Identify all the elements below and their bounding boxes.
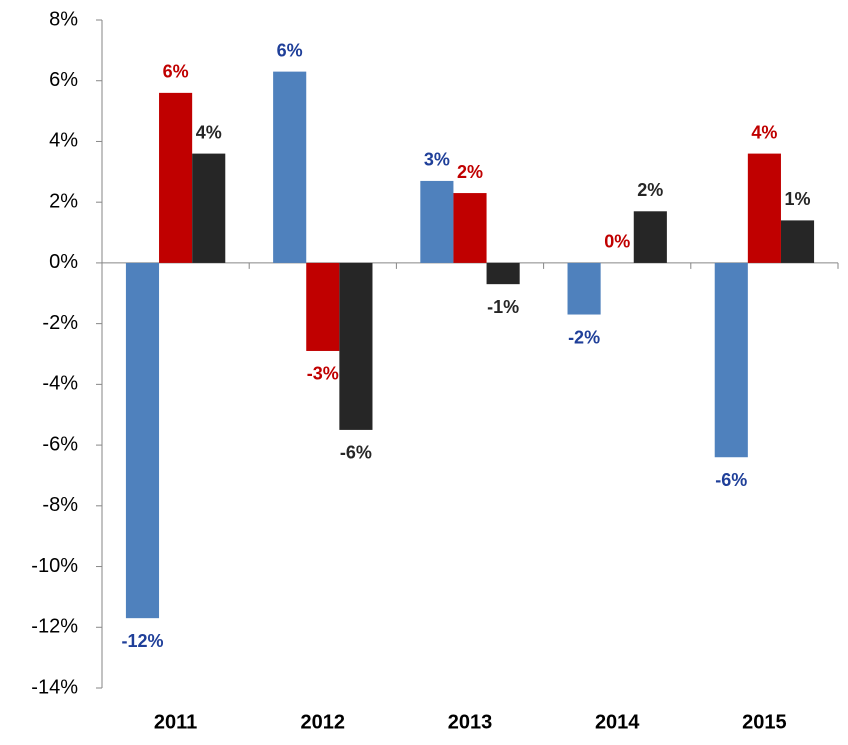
- y-tick-label: 8%: [49, 8, 78, 30]
- y-tick-label: -8%: [42, 494, 78, 516]
- bar: [567, 262, 601, 315]
- bar: [420, 180, 454, 263]
- data-label: 6%: [163, 62, 189, 82]
- data-label: 3%: [424, 150, 450, 170]
- y-tick-label: -12%: [31, 616, 78, 638]
- y-tick-label: 0%: [49, 251, 78, 273]
- data-label: 6%: [277, 40, 303, 60]
- bar: [306, 262, 340, 351]
- data-label: -6%: [715, 470, 747, 490]
- bar: [780, 220, 815, 263]
- data-label: 0%: [604, 232, 630, 252]
- bar: [339, 262, 373, 430]
- bar: [747, 153, 781, 263]
- bar: [273, 71, 307, 263]
- y-tick-label: -14%: [31, 676, 78, 698]
- y-tick-label: 4%: [49, 130, 78, 152]
- bar: [125, 262, 160, 619]
- data-label: 1%: [785, 189, 811, 209]
- bar: [159, 92, 193, 263]
- y-tick-label: -10%: [31, 555, 78, 577]
- data-label: -3%: [307, 364, 339, 384]
- data-label: 4%: [751, 122, 777, 142]
- x-tick-label: 2014: [595, 711, 640, 733]
- x-tick-label: 2012: [301, 711, 346, 733]
- bar: [192, 153, 226, 263]
- x-tick-label: 2013: [448, 711, 493, 733]
- y-tick-label: -2%: [42, 312, 78, 334]
- data-label: -6%: [340, 443, 372, 463]
- data-label: 4%: [196, 122, 222, 142]
- x-tick-label: 2011: [154, 711, 197, 733]
- data-label: -2%: [568, 327, 600, 347]
- bar: [486, 262, 520, 285]
- y-tick-label: -4%: [42, 373, 78, 395]
- y-tick-label: 2%: [49, 190, 78, 212]
- data-label: -1%: [487, 297, 519, 317]
- data-label: 2%: [457, 162, 483, 182]
- data-label: 2%: [637, 180, 663, 200]
- x-tick-label: 2015: [742, 711, 787, 733]
- data-label: -12%: [121, 631, 163, 651]
- y-tick-label: 6%: [49, 69, 78, 91]
- bar: [714, 262, 748, 458]
- bar: [633, 211, 667, 263]
- bar: [453, 193, 487, 263]
- y-tick-label: -6%: [42, 433, 78, 455]
